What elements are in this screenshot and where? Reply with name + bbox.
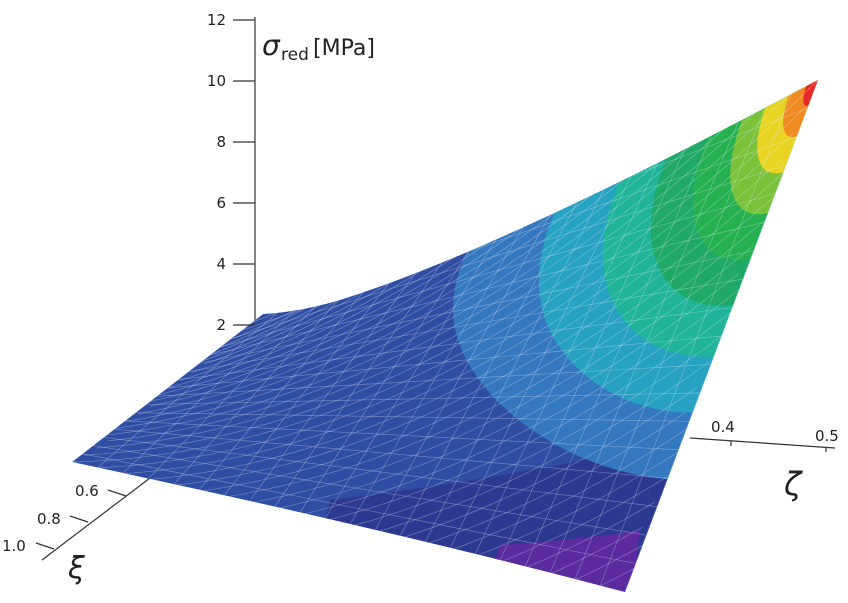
surface-mesh-line xyxy=(197,260,390,492)
surface-mesh-diagonal xyxy=(599,566,638,587)
surface-mesh-diagonal xyxy=(197,194,777,492)
surface-mesh-line xyxy=(297,218,491,516)
z-axis-ticks: 2 4 6 8 10 12 xyxy=(207,11,255,334)
surface-mesh-diagonal xyxy=(448,425,692,551)
surface-mesh-line xyxy=(348,196,541,528)
surface-mesh-line xyxy=(146,392,701,405)
surface-mesh-diagonal xyxy=(97,106,807,469)
surface-mesh-line xyxy=(220,193,776,348)
surface-mesh-line xyxy=(549,111,743,575)
surface-mesh-line xyxy=(156,364,711,397)
surface-mesh-line xyxy=(247,239,440,504)
surface-mesh-diagonal xyxy=(108,111,743,442)
surface-mesh-diagonal xyxy=(398,387,698,540)
y-tick-label: 0.6 xyxy=(75,482,99,500)
surface-mesh-line xyxy=(231,164,786,340)
surface-mesh-line xyxy=(423,164,617,545)
surface-level-band xyxy=(783,80,818,138)
z-tick-label: 4 xyxy=(216,255,226,273)
y-tick-mark xyxy=(107,489,127,497)
z-tick-label: 2 xyxy=(216,316,226,334)
surface-mesh-line xyxy=(448,154,642,551)
surface-mesh-line xyxy=(599,90,794,587)
y-tick-label: 0.8 xyxy=(37,510,61,528)
surface-mesh-diagonal xyxy=(574,541,650,581)
surface-mesh-diagonal xyxy=(423,412,686,546)
surface-mesh-line xyxy=(188,278,744,372)
surface-mesh-line xyxy=(96,303,289,469)
x-axis-line xyxy=(689,437,836,449)
surface-mesh-diagonal xyxy=(549,526,644,575)
surface-mesh-diagonal xyxy=(273,272,740,510)
surface-mesh-diagonal xyxy=(84,90,794,456)
surface-mesh-diagonal xyxy=(172,168,789,486)
z-axis-unit: [MPa] xyxy=(313,36,375,61)
surface-mesh-line xyxy=(524,122,718,569)
surface-mesh-line xyxy=(574,101,768,581)
z-tick-label: 8 xyxy=(216,133,226,151)
z-axis-subscript: red xyxy=(281,45,309,65)
surface-mesh-line xyxy=(473,143,667,557)
z-tick-label: 6 xyxy=(216,194,226,212)
y-tick-mark xyxy=(69,515,89,523)
surface-mesh-line xyxy=(114,428,668,479)
surface-mesh-line xyxy=(147,281,339,480)
surface-mesh-line xyxy=(498,133,693,563)
y-axis-ticks: 0.6 0.8 1.0 xyxy=(2,482,127,555)
surface-mesh-line xyxy=(222,249,415,498)
surface-mesh-diagonal xyxy=(72,80,818,463)
surface-mesh-diagonal xyxy=(149,164,617,407)
surface-mesh-line xyxy=(178,307,733,381)
surface-mesh-diagonal xyxy=(125,143,667,422)
surface-mesh-line xyxy=(199,250,754,364)
surface-mesh-diagonal xyxy=(348,335,722,528)
y-axis-line xyxy=(41,477,151,561)
surface-mesh-line xyxy=(373,186,567,534)
surface-mesh-diagonal xyxy=(113,132,693,429)
z-axis-label: σ red [MPa] xyxy=(262,29,375,65)
surface-mesh-diagonal xyxy=(96,101,768,449)
surface-mesh-line xyxy=(135,412,690,422)
x-axis-ticks: 0.4 0.5 xyxy=(711,418,839,452)
surface-mesh-line xyxy=(103,436,658,508)
z-tick-label: 10 xyxy=(207,72,226,90)
surface-mesh-line xyxy=(323,207,516,522)
surface-mesh-diagonal xyxy=(101,122,718,436)
surface-mesh-diagonal xyxy=(143,175,592,404)
surface-mesh-line xyxy=(93,445,647,536)
z-axis-symbol: σ xyxy=(262,29,281,62)
surface-mesh-diagonal xyxy=(147,158,782,481)
x-tick-label: 0.4 xyxy=(711,418,735,436)
surface-mesh-diagonal xyxy=(222,220,764,498)
y-tick-label: 1.0 xyxy=(2,537,26,555)
surface-mesh-line xyxy=(167,335,722,389)
surface-mesh-line xyxy=(398,175,592,539)
surface-mesh-line xyxy=(82,453,636,564)
surface-mesh-line xyxy=(209,221,765,356)
y-axis-label: ξ xyxy=(67,551,85,586)
y-tick-mark xyxy=(35,542,55,550)
surface-mesh-diagonal xyxy=(474,450,680,557)
surface-mesh-diagonal xyxy=(323,309,734,522)
surface-mesh-diagonal xyxy=(499,476,668,563)
surface-mesh-diagonal xyxy=(373,361,710,534)
x-axis-label: ζ xyxy=(783,465,803,503)
x-tick-label: 0.5 xyxy=(815,427,839,445)
z-tick-label: 12 xyxy=(207,11,226,29)
surface-mesh-diagonal xyxy=(137,154,642,415)
surface-mesh-diagonal xyxy=(298,283,747,516)
surface-mesh-line xyxy=(125,420,679,451)
surface-level-band xyxy=(803,80,818,106)
surface-mesh-diagonal xyxy=(524,501,656,569)
surface-mesh-diagonal xyxy=(247,246,752,504)
surface-mesh-line xyxy=(122,292,314,475)
surface-mesh-diagonal xyxy=(122,132,794,475)
surface-mesh-line xyxy=(272,228,466,510)
surface-mesh-line xyxy=(172,271,365,486)
